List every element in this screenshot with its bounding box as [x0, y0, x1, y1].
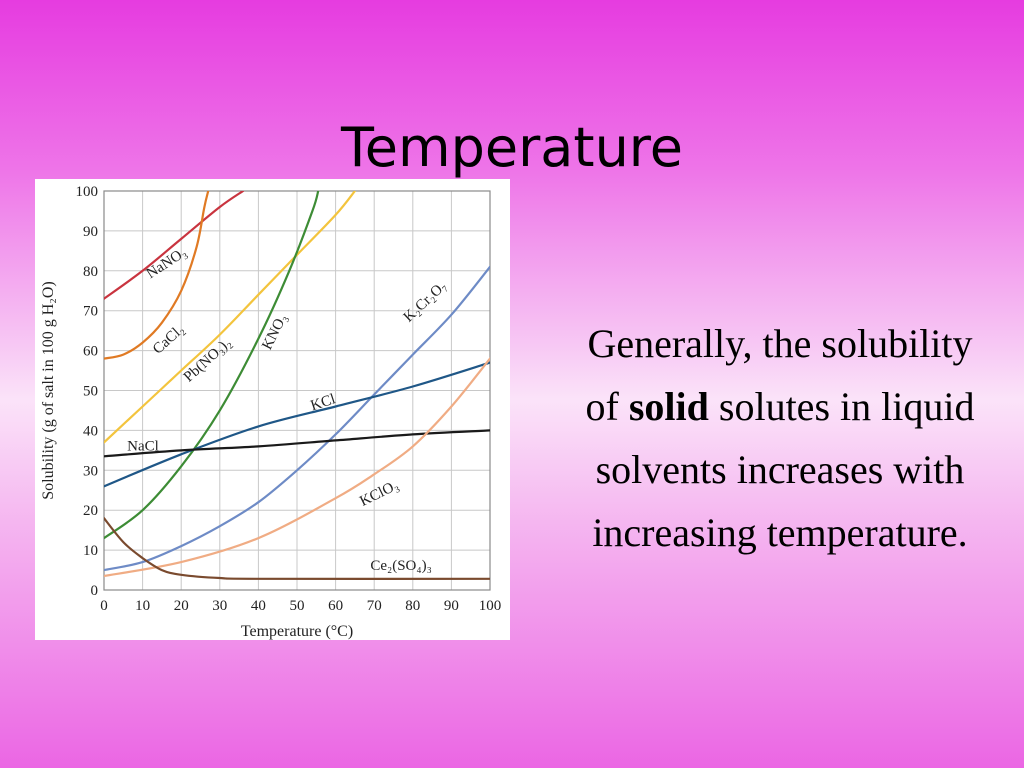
series-line-pb-no3-2: [104, 191, 356, 444]
x-tick-label: 30: [212, 598, 227, 614]
series-line-kcl: [104, 361, 490, 488]
body-text: Generally, the solubility of solid solut…: [585, 312, 975, 564]
solubility-chart: 0 10 20 30 40 50 60 70 80 90 100 0 10 20 30 40 50 60 70 80 9…: [35, 179, 510, 640]
series-label-nacl: NaCl: [127, 438, 159, 454]
body-text-bold: solid: [628, 384, 709, 429]
y-tick-label: 20: [83, 503, 98, 519]
y-tick-label: 100: [76, 184, 99, 200]
x-tick-label: 100: [479, 598, 502, 614]
series-line-nacl: [104, 429, 490, 458]
x-axis-label: Temperature (°C): [241, 623, 353, 640]
chart-series: [104, 191, 490, 580]
series-label-kcl: KCl: [309, 391, 338, 414]
y-tick-label: 40: [83, 423, 98, 439]
x-tick-label: 80: [405, 598, 420, 614]
body-text-pre: Generally, the solubility of: [585, 321, 973, 429]
body-text-post: solutes in liquid solvents increases wit…: [592, 384, 975, 555]
plot-frame: [103, 190, 491, 591]
y-tick-label: 50: [83, 384, 98, 400]
x-tick-label: 90: [444, 598, 459, 614]
series-line-k2cr2o7: [104, 265, 490, 572]
series-label-k2cr2o7: K₂Cr₂O₇: [401, 278, 450, 325]
series-line-ce2-so4-3: [104, 517, 490, 580]
chart-svg: 0 10 20 30 40 50 60 70 80 90 100 0 10 20 30 40 50 60 70 80 9…: [40, 184, 501, 640]
series-line-kclo3: [104, 357, 490, 578]
x-tick-label: 70: [367, 598, 382, 614]
y-tick-label: 10: [83, 543, 98, 559]
y-tick-label: 90: [83, 224, 98, 240]
x-tick-label: 60: [328, 598, 343, 614]
series-line-nano3: [104, 191, 245, 300]
series-label-ce2-so4-3: Ce₂(SO₄)₃: [370, 558, 432, 574]
y-tick-label: 70: [83, 304, 98, 320]
x-tick-label: 0: [100, 598, 108, 614]
series-line-kno3: [104, 191, 320, 540]
y-tick-label: 60: [83, 344, 98, 360]
x-tick-label: 50: [290, 598, 305, 614]
y-tick-label: 0: [91, 583, 99, 599]
series-label-pb-no3-2: Pb(NO₃)₂: [181, 335, 235, 386]
series-line-cacl2: [104, 191, 210, 360]
series-label-cacl2: CaCl₂: [150, 322, 188, 358]
x-tick-label: 40: [251, 598, 266, 614]
series-label-kno3: KNO₃: [259, 312, 290, 353]
slide-title: Temperature: [340, 116, 684, 179]
x-tick-label: 10: [135, 598, 150, 614]
x-tick-label: 20: [174, 598, 189, 614]
y-axis-label: Solubility (g of salt in 100 g H₂O): [40, 281, 57, 499]
y-tick-label: 30: [83, 463, 98, 479]
chart-axes: 0 10 20 30 40 50 60 70 80 90 100 0 10 20 30 40 50 60 70 80 9…: [40, 184, 501, 640]
y-tick-label: 80: [83, 264, 98, 280]
